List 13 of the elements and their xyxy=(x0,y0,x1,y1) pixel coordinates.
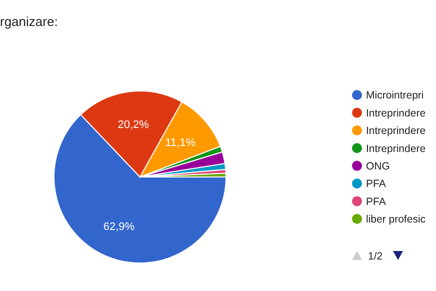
legend-label: Intreprindere xyxy=(366,142,426,155)
legend-label: ONG xyxy=(366,160,390,172)
chart-title: rganizare: xyxy=(0,14,58,29)
data-label: 20,2% xyxy=(118,118,150,131)
legend-label: Microintrepri xyxy=(366,90,424,102)
legend-label: PFA xyxy=(366,178,386,190)
legend-label: PFA xyxy=(366,196,386,208)
data-label: 62,9% xyxy=(103,220,135,233)
legend-label: liber profesic xyxy=(366,214,426,226)
legend-label: Intreprindere xyxy=(366,107,426,120)
legend-label: Intreprindere xyxy=(366,125,426,138)
data-label: 11,1% xyxy=(165,136,196,149)
text: 1/2 xyxy=(368,250,383,263)
